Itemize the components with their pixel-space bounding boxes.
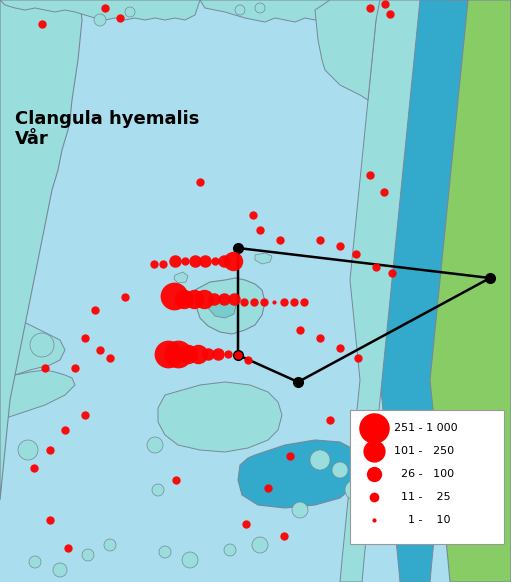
Polygon shape <box>0 0 200 20</box>
Circle shape <box>104 539 116 551</box>
Circle shape <box>29 556 41 568</box>
Polygon shape <box>380 0 511 582</box>
Circle shape <box>345 480 365 500</box>
Polygon shape <box>0 370 75 420</box>
Polygon shape <box>448 460 480 486</box>
Text: 26 -   100: 26 - 100 <box>394 469 454 479</box>
Circle shape <box>235 5 245 15</box>
Circle shape <box>152 484 164 496</box>
Circle shape <box>252 537 268 553</box>
Polygon shape <box>0 0 82 500</box>
Polygon shape <box>158 382 282 452</box>
Circle shape <box>53 563 67 577</box>
Polygon shape <box>174 272 188 283</box>
Circle shape <box>94 14 106 26</box>
Text: Clangula hyemalis: Clangula hyemalis <box>15 110 199 128</box>
Polygon shape <box>0 318 65 380</box>
Text: Vår: Vår <box>15 130 49 148</box>
Polygon shape <box>195 278 265 334</box>
Circle shape <box>310 450 330 470</box>
Text: 251 - 1 000: 251 - 1 000 <box>394 423 458 433</box>
Text: 101 -   250: 101 - 250 <box>394 446 454 456</box>
Circle shape <box>30 333 54 357</box>
Polygon shape <box>208 296 236 318</box>
Text: 1 -    10: 1 - 10 <box>394 515 451 525</box>
Circle shape <box>332 462 348 478</box>
Text: 11 -    25: 11 - 25 <box>394 492 451 502</box>
Polygon shape <box>340 0 420 582</box>
Polygon shape <box>200 0 330 22</box>
Circle shape <box>292 502 308 518</box>
Circle shape <box>125 7 135 17</box>
Circle shape <box>182 552 198 568</box>
Polygon shape <box>315 0 380 100</box>
Circle shape <box>159 546 171 558</box>
Polygon shape <box>238 440 360 508</box>
Circle shape <box>18 440 38 460</box>
Polygon shape <box>430 0 511 582</box>
Polygon shape <box>255 253 272 264</box>
Circle shape <box>255 3 265 13</box>
Circle shape <box>224 544 236 556</box>
FancyBboxPatch shape <box>350 410 504 544</box>
Circle shape <box>82 549 94 561</box>
Circle shape <box>147 437 163 453</box>
